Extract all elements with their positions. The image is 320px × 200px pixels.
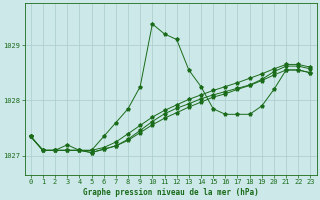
X-axis label: Graphe pression niveau de la mer (hPa): Graphe pression niveau de la mer (hPa): [83, 188, 259, 197]
